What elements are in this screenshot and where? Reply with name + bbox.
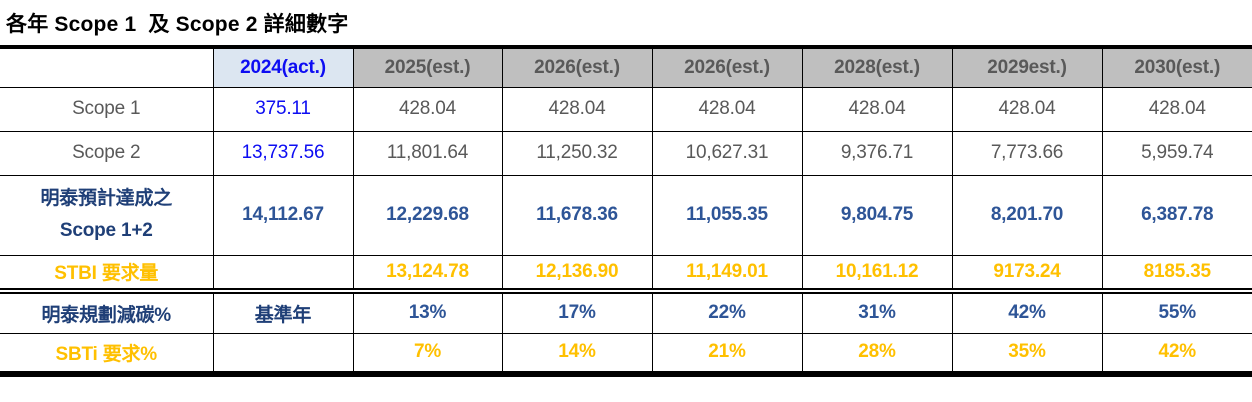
- cell-value-empty: [212, 254, 354, 292]
- cell-value: 13,737.56: [212, 130, 354, 176]
- row-label-line1: 明泰預計達成之: [40, 187, 173, 209]
- cell-value: 11,801.64: [352, 130, 503, 176]
- header-cell-2026: 2026(est.): [501, 45, 653, 88]
- row-label-sbti: SBTi 要求%: [0, 332, 214, 377]
- cell-value: 11,149.01: [651, 254, 803, 292]
- cell-value: 42%: [951, 288, 1103, 334]
- cell-value: 13,124.78: [352, 254, 503, 292]
- cell-value: 10,627.31: [651, 130, 803, 176]
- cell-value-empty: [212, 332, 354, 377]
- cell-value: 12,229.68: [352, 174, 503, 256]
- header-row: 2024(act.) 2025(est.) 2026(est.) 2026(es…: [0, 45, 1252, 88]
- cell-value: 9,376.71: [801, 130, 953, 176]
- cell-value: 8185.35: [1101, 254, 1252, 292]
- cell-value: 11,250.32: [501, 130, 653, 176]
- cell-value: 6,387.78: [1101, 174, 1252, 256]
- cell-value: 11,678.36: [501, 174, 653, 256]
- cell-value: 55%: [1101, 288, 1252, 334]
- table-row-scope1plus2-target: 明泰預計達成之 Scope 1+2 14,112.67 12,229.68 11…: [0, 174, 1252, 256]
- table-row-scope2: Scope 2 13,737.56 11,801.64 11,250.32 10…: [0, 130, 1252, 176]
- row-label-planned-reduction: 明泰規劃減碳%: [0, 288, 214, 334]
- cell-value: 10,161.12: [801, 254, 953, 292]
- table-row-scope1: Scope 1 375.11 428.04 428.04 428.04 428.…: [0, 86, 1252, 132]
- cell-value: 14,112.67: [212, 174, 354, 256]
- cell-value: 11,055.35: [651, 174, 803, 256]
- cell-value: 9,804.75: [801, 174, 953, 256]
- header-cell-2025: 2025(est.): [352, 45, 503, 88]
- row-label-scope1: Scope 1: [0, 86, 214, 132]
- cell-value: 28%: [801, 332, 953, 377]
- cell-value: 428.04: [801, 86, 953, 132]
- cell-baseline-year: 基準年: [212, 288, 354, 334]
- page-title: 各年 Scope 1 及 Scope 2 詳細數字: [6, 13, 349, 36]
- cell-value: 7,773.66: [951, 130, 1103, 176]
- row-label-stbi: STBI 要求量: [0, 254, 214, 292]
- header-cell-2030: 2030(est.): [1101, 45, 1252, 88]
- emissions-table: 2024(act.) 2025(est.) 2026(est.) 2026(es…: [0, 45, 1252, 377]
- row-label-scope1plus2: 明泰預計達成之 Scope 1+2: [0, 174, 214, 256]
- header-cell-2024-actual: 2024(act.): [212, 45, 354, 88]
- cell-value: 428.04: [1101, 86, 1252, 132]
- cell-value: 428.04: [501, 86, 653, 132]
- cell-value: 8,201.70: [951, 174, 1103, 256]
- cell-value: 35%: [951, 332, 1103, 377]
- cell-value: 14%: [501, 332, 653, 377]
- cell-value: 5,959.74: [1101, 130, 1252, 176]
- cell-value: 42%: [1101, 332, 1252, 377]
- cell-value: 9173.24: [951, 254, 1103, 292]
- cell-value: 375.11: [212, 86, 354, 132]
- header-cell-2029: 2029est.): [951, 45, 1103, 88]
- header-cell-blank: [0, 45, 214, 88]
- header-cell-2028: 2028(est.): [801, 45, 953, 88]
- cell-value: 428.04: [651, 86, 803, 132]
- cell-value: 31%: [801, 288, 953, 334]
- cell-value: 13%: [352, 288, 503, 334]
- cell-value: 428.04: [352, 86, 503, 132]
- table-row-planned-reduction: 明泰規劃減碳% 基準年 13% 17% 22% 31% 42% 55%: [0, 288, 1252, 334]
- header-cell-2027: 2026(est.): [651, 45, 803, 88]
- cell-value: 12,136.90: [501, 254, 653, 292]
- row-label-scope2: Scope 2: [0, 130, 214, 176]
- cell-value: 22%: [651, 288, 803, 334]
- cell-value: 7%: [352, 332, 503, 377]
- cell-value: 428.04: [951, 86, 1103, 132]
- table-row-sbti-requirement: SBTi 要求% 7% 14% 21% 28% 35% 42%: [0, 332, 1252, 377]
- row-label-line2: Scope 1+2: [59, 220, 153, 241]
- table-row-stbi-requirement: STBI 要求量 13,124.78 12,136.90 11,149.01 1…: [0, 254, 1252, 292]
- cell-value: 21%: [651, 332, 803, 377]
- cell-value: 17%: [501, 288, 653, 334]
